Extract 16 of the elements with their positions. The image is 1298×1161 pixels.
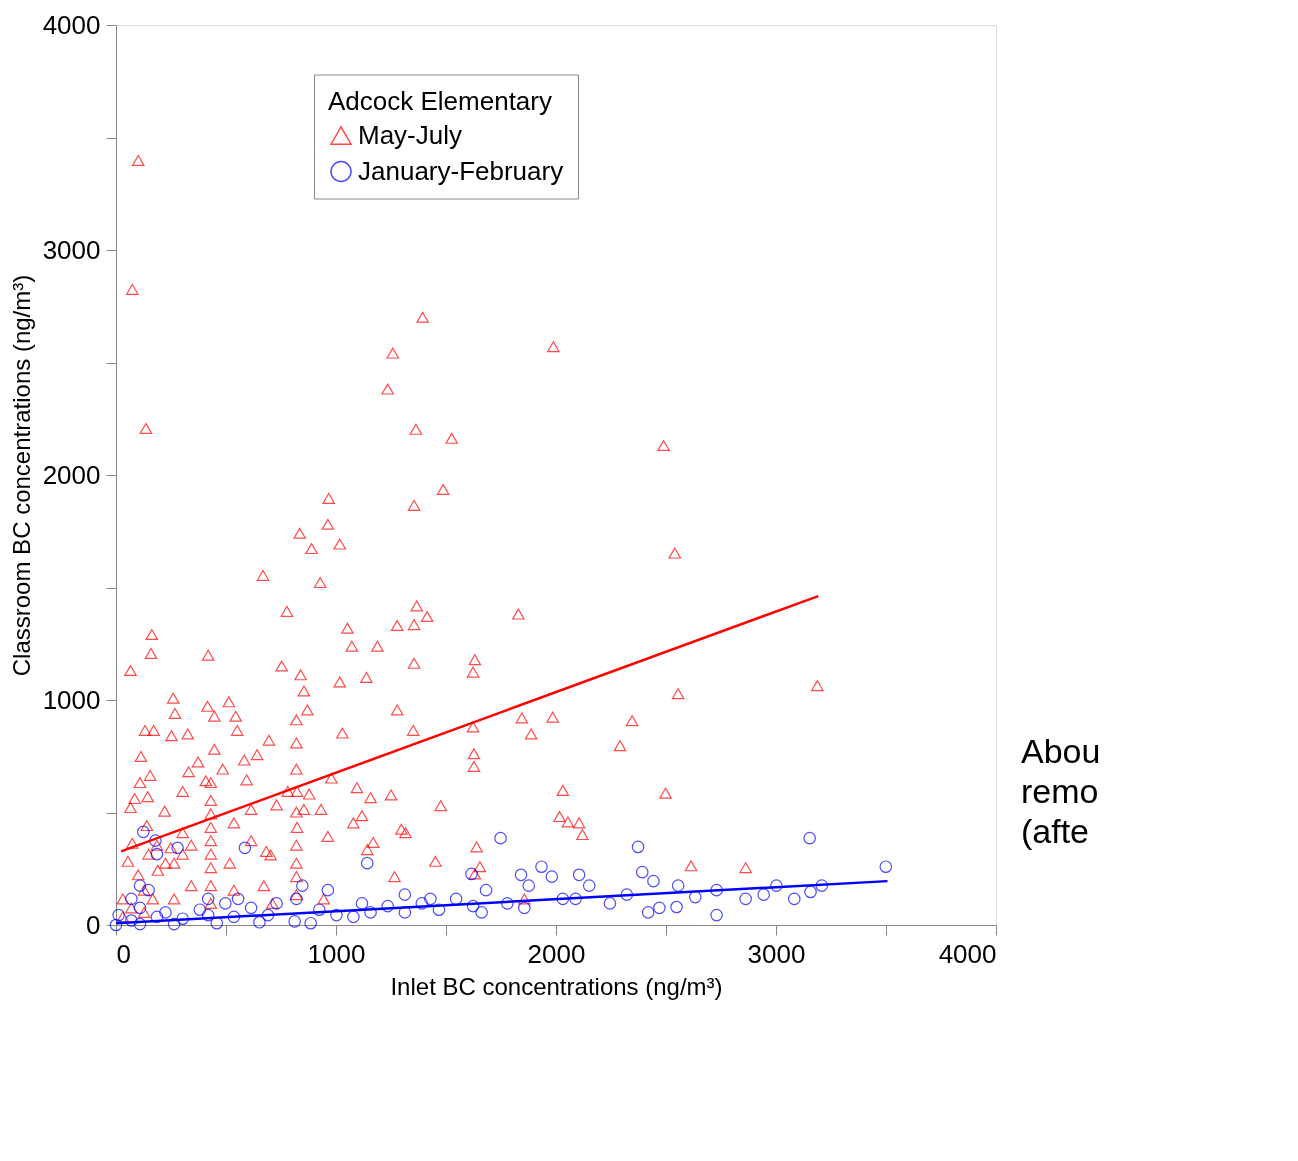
legend-label: May-July bbox=[358, 119, 463, 150]
x-tick-label: 0 bbox=[116, 938, 131, 969]
y-tick-label: 1000 bbox=[42, 684, 101, 715]
text: Abou remo (afte bbox=[1021, 732, 1101, 850]
x-tick-label: 4000 bbox=[938, 938, 997, 969]
x-axis-title: Inlet BC concentrations (ng/m³) bbox=[390, 972, 723, 1000]
y-tick-label: 2000 bbox=[42, 459, 101, 490]
y-axis-title: Classroom BC concentrations (ng/m³) bbox=[7, 274, 35, 677]
y-tick-label: 3000 bbox=[42, 234, 101, 265]
y-tick-label: 4000 bbox=[42, 9, 101, 40]
y-tick-label: 0 bbox=[86, 909, 101, 940]
x-tick-label: 2000 bbox=[527, 938, 586, 969]
legend-label: January-February bbox=[358, 155, 564, 186]
legend-title: Adcock Elementary bbox=[328, 85, 552, 116]
x-tick-label: 3000 bbox=[747, 938, 806, 969]
x-tick-label: 1000 bbox=[307, 938, 366, 969]
